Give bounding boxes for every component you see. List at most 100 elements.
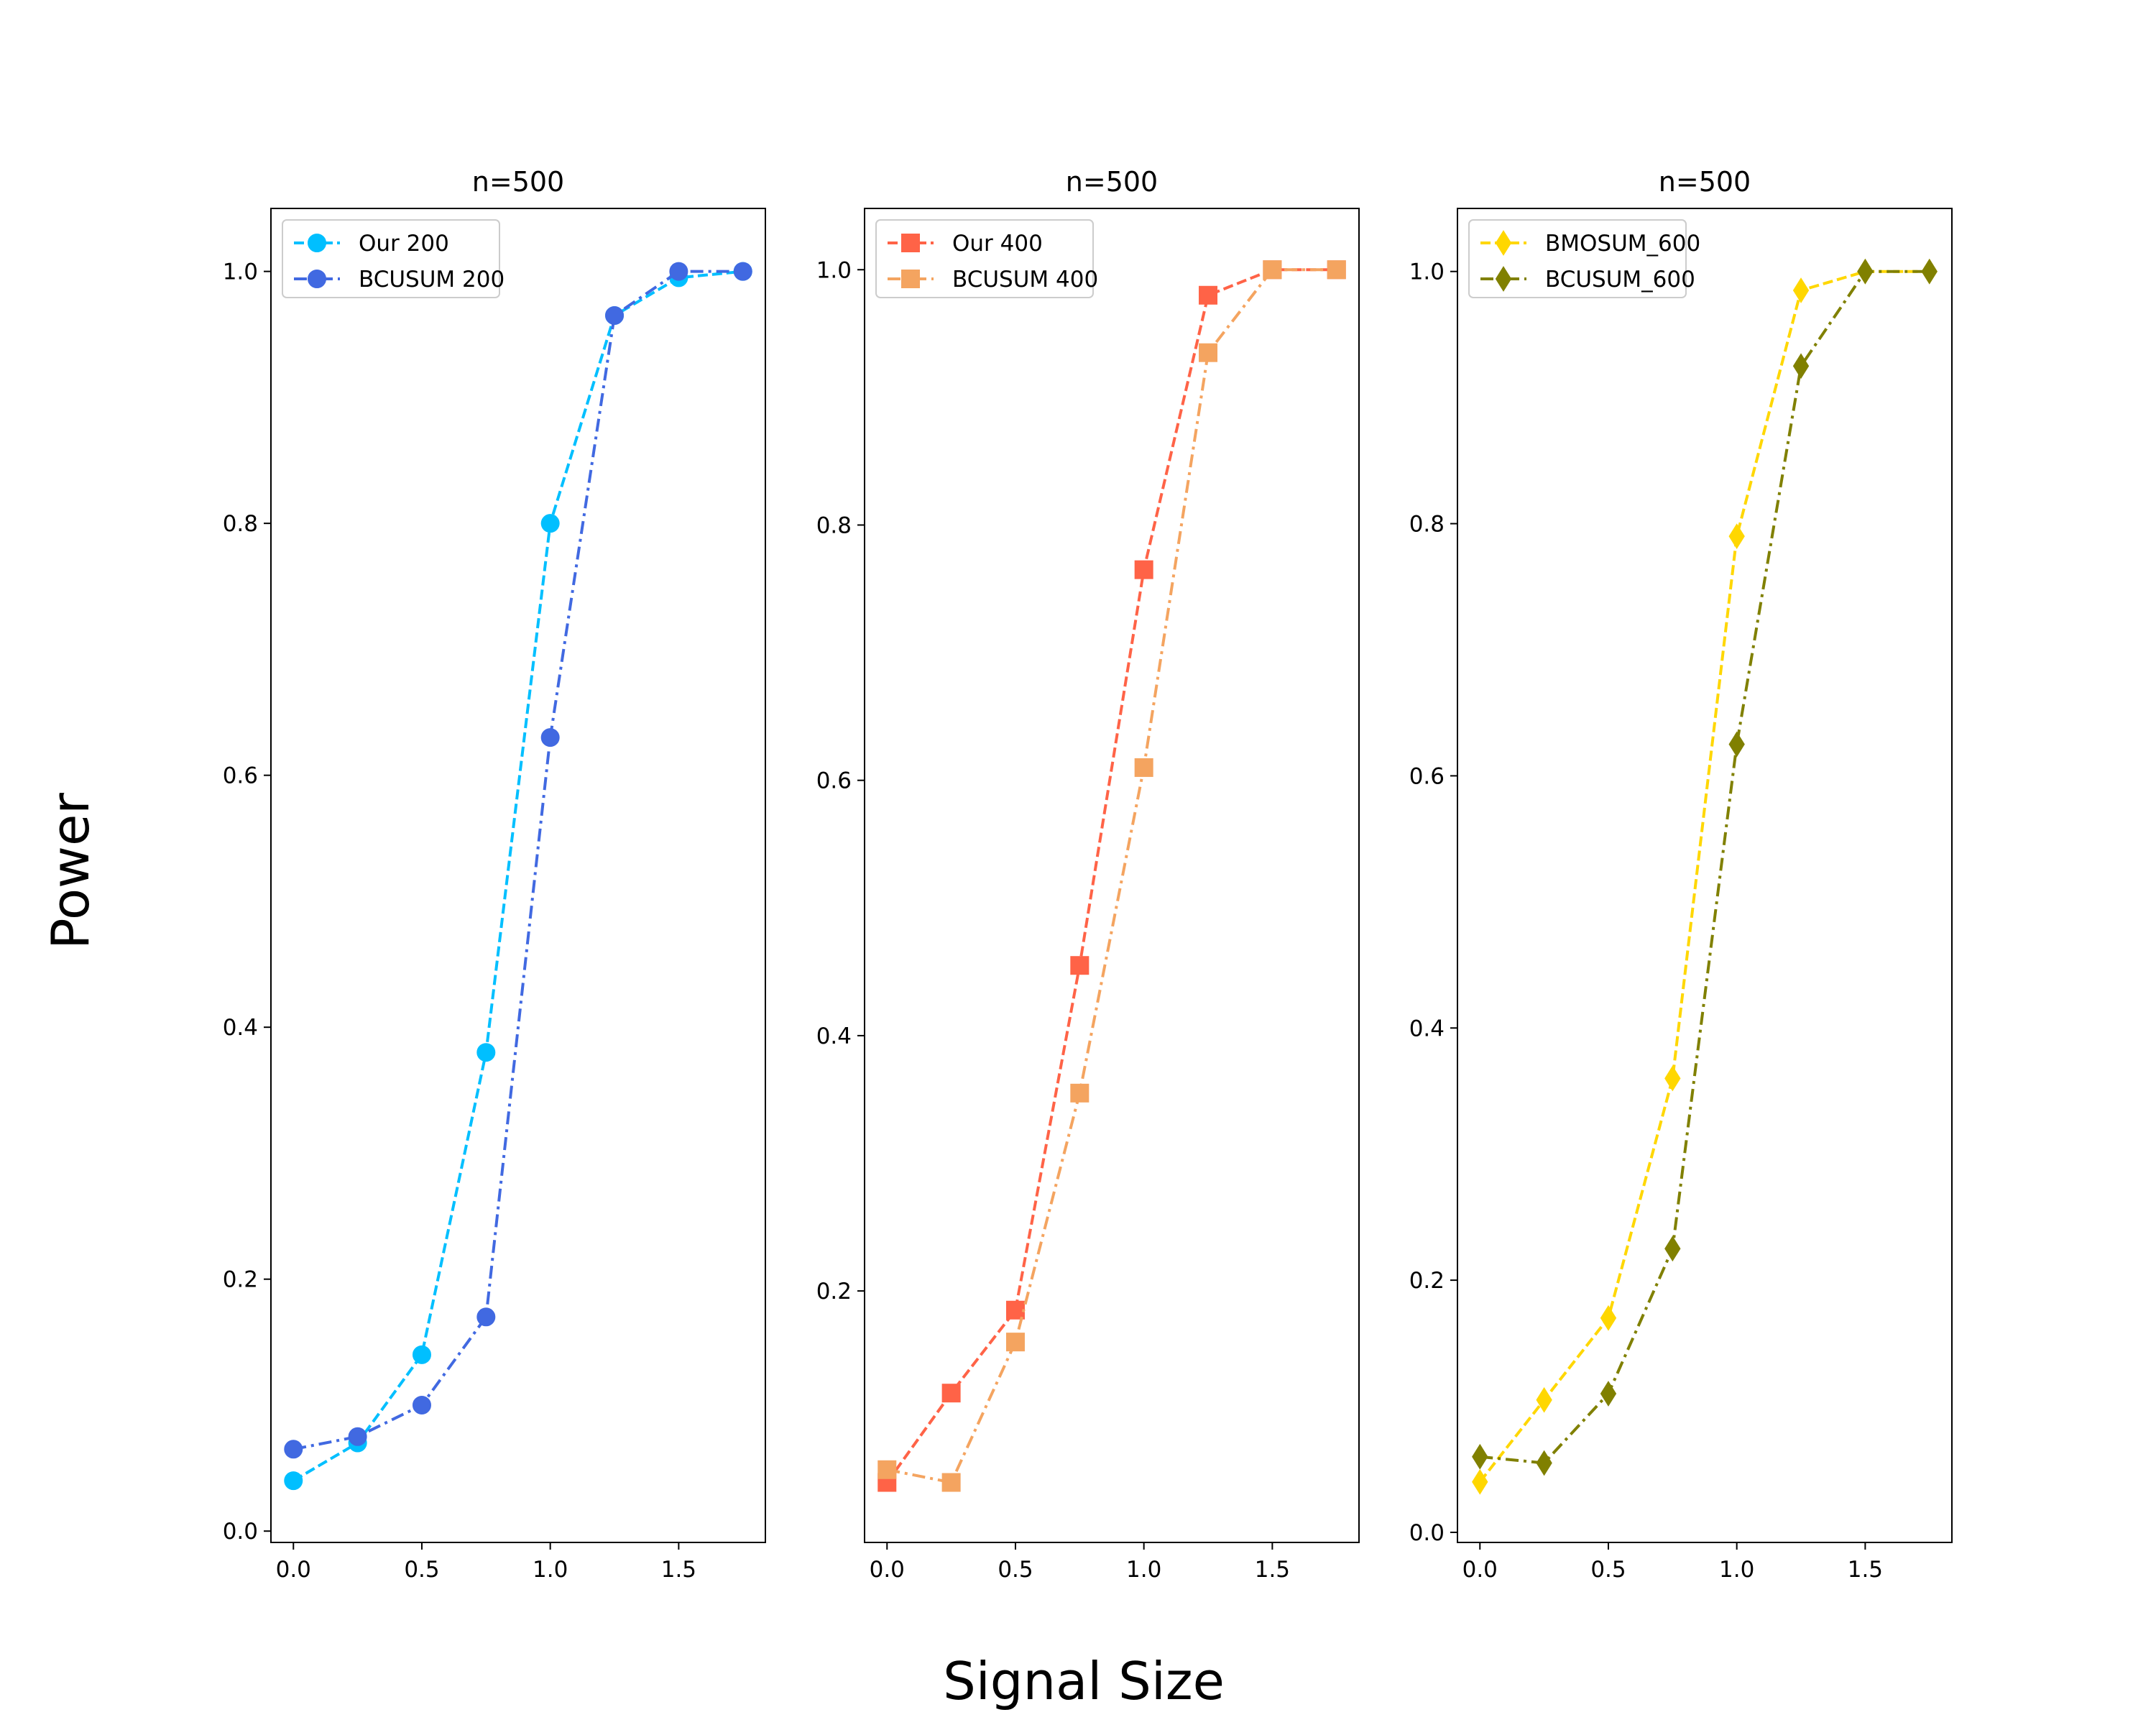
data-point bbox=[1536, 1386, 1552, 1413]
x-tick-label: 0.5 bbox=[404, 1557, 439, 1583]
data-point bbox=[540, 728, 560, 748]
data-point bbox=[1472, 1468, 1488, 1495]
y-tick-label: 0.4 bbox=[223, 1015, 258, 1041]
data-point bbox=[1664, 1236, 1681, 1262]
data-point bbox=[412, 1345, 431, 1364]
chart-panel-3: n=500 0.0 0.5 1.0 1.5 0.0 0.2 0.4 0.6 0.8 1.0 BMOSU… bbox=[1409, 166, 1953, 1583]
x-tick-label: 0.0 bbox=[276, 1557, 311, 1583]
x-tick-label: 1.0 bbox=[533, 1557, 568, 1583]
plot-frame bbox=[270, 208, 766, 1543]
data-point bbox=[941, 1473, 961, 1492]
y-tick-label: 0.0 bbox=[223, 1519, 258, 1545]
plot-frame bbox=[864, 208, 1360, 1543]
y-tick-label: 0.2 bbox=[223, 1267, 258, 1293]
data-point bbox=[1472, 1443, 1488, 1470]
legend-marker bbox=[308, 234, 326, 252]
data-point bbox=[1070, 1083, 1089, 1103]
data-point bbox=[540, 514, 560, 533]
y-tick-label: 0.4 bbox=[816, 1024, 852, 1049]
x-tick-label: 0.0 bbox=[1462, 1557, 1498, 1583]
y-tick-label: 0.6 bbox=[223, 763, 258, 789]
y-tick-label: 1.0 bbox=[223, 259, 258, 285]
legend-box bbox=[875, 219, 1094, 298]
y-tick-label: 0.4 bbox=[1409, 1016, 1445, 1041]
legend-label: Our 400 bbox=[952, 231, 1043, 257]
legend-box bbox=[282, 219, 500, 298]
data-point bbox=[284, 1471, 303, 1491]
data-point bbox=[348, 1427, 367, 1446]
data-point bbox=[1600, 1305, 1617, 1331]
chart-title: n=500 bbox=[1066, 166, 1158, 198]
legend-marker bbox=[1495, 266, 1512, 292]
y-tick-label: 0.0 bbox=[1409, 1520, 1445, 1546]
data-point bbox=[669, 262, 688, 281]
data-point bbox=[1134, 758, 1153, 777]
data-point bbox=[1728, 731, 1745, 758]
legend-label: BMOSUM_600 bbox=[1545, 231, 1700, 257]
plot-frame bbox=[1457, 208, 1953, 1543]
series-line bbox=[292, 270, 743, 1482]
y-tick-label: 0.6 bbox=[816, 768, 852, 794]
y-tick-label: 1.0 bbox=[816, 257, 852, 283]
data-point bbox=[1199, 285, 1218, 305]
data-point bbox=[1005, 1333, 1025, 1352]
x-axis-super-label: Signal Size bbox=[943, 1651, 1225, 1711]
data-point bbox=[1728, 523, 1745, 549]
data-point bbox=[941, 1384, 961, 1403]
y-tick-label: 0.6 bbox=[1409, 763, 1445, 789]
series-line bbox=[1478, 270, 1930, 1484]
series-2 bbox=[284, 262, 752, 1459]
legend-marker bbox=[1495, 230, 1512, 256]
data-point bbox=[412, 1395, 431, 1414]
chart-title: n=500 bbox=[472, 166, 564, 198]
legend: BMOSUM_600 BCUSUM_600 bbox=[1468, 219, 1700, 298]
chart-panel-2: n=500 0.0 0.5 1.0 1.5 0.2 0.4 0.6 0.8 1.0 Our 400 B… bbox=[816, 166, 1360, 1583]
x-tick-label: 1.0 bbox=[1719, 1557, 1754, 1583]
x-tick-label: 1.0 bbox=[1126, 1557, 1161, 1583]
data-point bbox=[1600, 1381, 1617, 1407]
data-point bbox=[1664, 1065, 1681, 1092]
data-point bbox=[877, 1460, 897, 1479]
x-tick-label: 1.5 bbox=[661, 1557, 696, 1583]
y-tick-label: 0.8 bbox=[223, 511, 258, 537]
legend: Our 400 BCUSUM 400 bbox=[875, 219, 1098, 298]
legend-label: BCUSUM_600 bbox=[1545, 267, 1695, 293]
data-point bbox=[284, 1440, 303, 1459]
series-line bbox=[292, 270, 743, 1451]
chart-panel-1: n=500 0.0 0.5 1.0 1.5 0.0 0.2 0.4 0.6 0.8 1.0 Our 2… bbox=[223, 166, 766, 1583]
data-point bbox=[1792, 353, 1810, 380]
legend-marker bbox=[901, 270, 920, 288]
x-tick-label: 0.5 bbox=[1590, 1557, 1626, 1583]
data-point bbox=[1199, 343, 1218, 362]
series-line bbox=[885, 268, 1337, 1484]
data-point bbox=[1134, 560, 1153, 579]
y-tick-label: 1.0 bbox=[1409, 259, 1445, 285]
data-point bbox=[1070, 956, 1089, 975]
data-point bbox=[1792, 277, 1810, 303]
legend-marker bbox=[901, 234, 920, 252]
data-point bbox=[605, 305, 625, 325]
legend-label: Our 200 bbox=[359, 231, 449, 257]
x-tick-label: 0.0 bbox=[870, 1557, 905, 1583]
data-point bbox=[1327, 260, 1346, 280]
y-tick-label: 0.8 bbox=[1409, 512, 1445, 538]
data-point bbox=[1263, 260, 1282, 280]
panels: n=500 0.0 0.5 1.0 1.5 0.0 0.2 0.4 0.6 0.8 1.0 Our 2… bbox=[223, 166, 1953, 1583]
x-tick-label: 0.5 bbox=[998, 1557, 1033, 1583]
legend: Our 200 BCUSUM 200 bbox=[282, 219, 505, 298]
data-point bbox=[476, 1043, 496, 1062]
data-point bbox=[1857, 258, 1874, 285]
y-tick-label: 0.2 bbox=[816, 1279, 852, 1305]
data-point bbox=[1921, 258, 1938, 285]
legend-box bbox=[1468, 219, 1687, 298]
series-2 bbox=[877, 260, 1346, 1492]
y-tick-label: 0.8 bbox=[816, 512, 852, 538]
legend-label: BCUSUM 200 bbox=[359, 267, 505, 293]
legend-marker bbox=[308, 270, 326, 288]
y-axis-super-label: Power bbox=[40, 793, 101, 949]
data-point bbox=[476, 1307, 496, 1327]
chart-title: n=500 bbox=[1659, 166, 1751, 198]
data-point bbox=[1536, 1450, 1552, 1476]
x-tick-label: 1.5 bbox=[1848, 1557, 1883, 1583]
